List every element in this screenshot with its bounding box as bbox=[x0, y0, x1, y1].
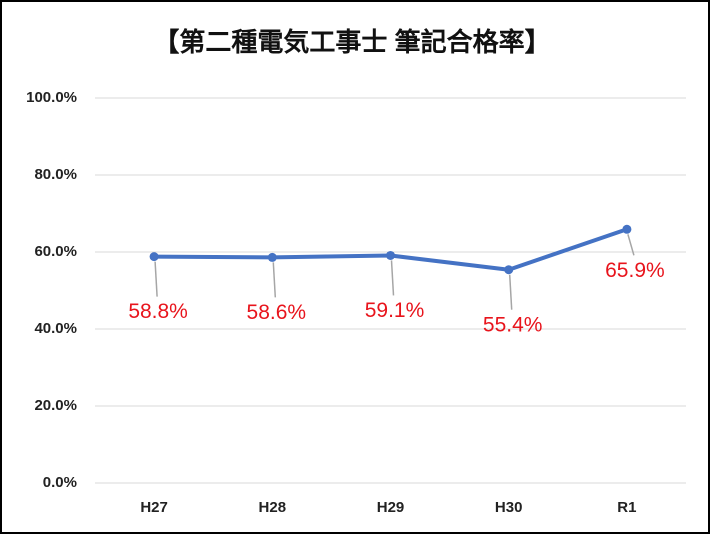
leader-line bbox=[627, 234, 635, 256]
point bbox=[622, 224, 632, 234]
x-tick-label: H27 bbox=[140, 499, 168, 516]
x-tick-label: H29 bbox=[377, 499, 405, 516]
leader-line bbox=[272, 262, 277, 298]
leader-line bbox=[154, 261, 158, 297]
y-tick-label: 20.0% bbox=[34, 397, 77, 414]
x-tick-label: H28 bbox=[259, 499, 287, 516]
x-tick-label: H30 bbox=[495, 499, 523, 516]
chart-title: 【第二種電気工事士 筆記合格率】 bbox=[153, 27, 550, 57]
data-label: 58.8% bbox=[128, 300, 188, 323]
x-tick-label: R1 bbox=[617, 499, 636, 516]
data-label: 59.1% bbox=[365, 299, 425, 322]
leader-line bbox=[508, 274, 513, 310]
data-label: 65.9% bbox=[605, 259, 665, 282]
point bbox=[386, 250, 395, 260]
point bbox=[504, 265, 514, 275]
point bbox=[267, 252, 277, 262]
data-label: 55.4% bbox=[483, 313, 543, 336]
y-tick-label: 80.0% bbox=[34, 166, 77, 183]
leader-line bbox=[390, 260, 395, 296]
y-tick-label: 60.0% bbox=[34, 243, 77, 260]
y-tick-label: 100.0% bbox=[26, 89, 77, 106]
point bbox=[149, 252, 159, 262]
y-tick-label: 0.0% bbox=[43, 474, 77, 491]
data-label: 58.6% bbox=[247, 301, 307, 324]
y-tick-label: 40.0% bbox=[34, 320, 77, 337]
